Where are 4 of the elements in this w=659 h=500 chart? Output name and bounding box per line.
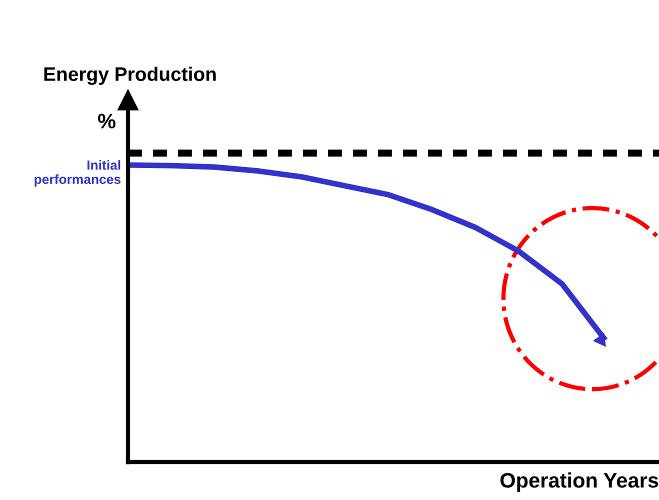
chart-title: Energy Production <box>44 66 216 85</box>
y-axis-title: % <box>98 114 116 128</box>
x-axis-title: Operation Years <box>500 472 658 492</box>
text: Initial performances <box>34 160 121 187</box>
